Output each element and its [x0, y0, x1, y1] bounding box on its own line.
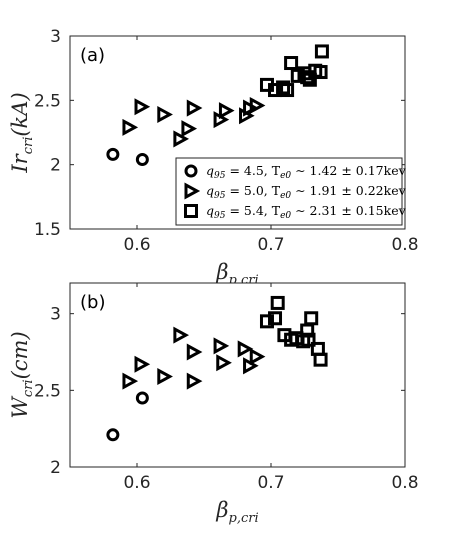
data-point-triangle-right: [134, 98, 151, 116]
series-square: [259, 44, 329, 98]
data-point-square: [280, 83, 295, 98]
x-axis-label: βp,cri: [215, 498, 258, 526]
series-circle: [106, 147, 149, 167]
x-tick-label: 0.7: [257, 473, 284, 493]
data-point-square: [314, 44, 329, 59]
chart-panel-b: 0.6 0.7 0.8 2 2.5 3 (b) βp,cri Wcri(cm): [8, 282, 419, 526]
data-point-square: [313, 352, 328, 367]
series-circle: [106, 391, 149, 442]
data-point-circle: [106, 428, 120, 442]
data-point-square: [301, 332, 316, 347]
y-tick-label: 2: [50, 458, 61, 478]
data-point-triangle-right: [122, 118, 139, 136]
data-point-triangle-right: [237, 340, 254, 358]
data-point-triangle-right: [173, 130, 190, 148]
y-tick-label: 3: [50, 305, 61, 325]
data-point-triangle-right: [186, 372, 203, 390]
data-point-circle: [135, 391, 149, 405]
y-tick-label: 2: [50, 156, 61, 176]
legend-marker-square: [184, 204, 198, 218]
y-axis-label: Ircri(kA): [8, 92, 36, 173]
data-point-triangle-right: [181, 120, 198, 138]
y-tick-label: 3: [50, 27, 61, 47]
data-point-circle: [106, 147, 120, 161]
legend: q95 = 4.5, Te0 ∼ 1.42 ± 0.17kev q95 = 5.0…: [175, 157, 407, 226]
series-triangle-right: [122, 326, 266, 390]
x-tick-label: 0.8: [391, 473, 418, 493]
y-tick-label: 2.5: [34, 381, 61, 401]
data-point-triangle-right: [186, 343, 203, 361]
data-point-triangle-right: [249, 348, 266, 366]
data-point-triangle-right: [157, 368, 173, 386]
legend-entry: q95 = 4.5, Te0 ∼ 1.42 ± 0.17kev: [206, 163, 407, 181]
data-point-triangle-right: [134, 355, 151, 373]
series-square: [259, 295, 328, 367]
series-triangle-right: [122, 96, 266, 148]
data-point-triangle-right: [186, 99, 203, 117]
data-point-square: [304, 311, 319, 326]
data-point-circle: [135, 153, 149, 167]
data-point-square: [270, 295, 285, 310]
x-tick-label: 0.6: [123, 473, 150, 493]
data-point-triangle-right: [157, 105, 173, 124]
y-tick-label: 1.5: [34, 220, 61, 240]
data-point-triangle-right: [216, 354, 232, 372]
x-tick-label: 0.7: [257, 235, 284, 255]
data-point-square: [313, 65, 328, 80]
panel-label: (b): [80, 292, 105, 313]
legend-box: [175, 157, 403, 226]
x-tick-label: 0.6: [123, 235, 150, 255]
legend-marker-circle: [184, 164, 198, 178]
legend-marker-triangle-right: [184, 182, 201, 200]
legend-entry: q95 = 5.4, Te0 ∼ 2.31 ± 0.15kev: [206, 203, 407, 221]
data-point-square: [284, 56, 299, 71]
y-axis-label: Wcri(cm): [8, 331, 36, 418]
data-point-square: [268, 311, 283, 326]
x-tick-label: 0.8: [391, 235, 418, 255]
data-point-square: [259, 314, 274, 329]
data-point-triangle-right: [249, 96, 266, 115]
panel-label: (a): [80, 45, 105, 66]
data-point-triangle-right: [213, 337, 230, 355]
data-point-triangle-right: [122, 372, 139, 390]
y-tick-label: 2.5: [34, 91, 61, 111]
data-point-triangle-right: [218, 102, 235, 120]
plot-frame: [69, 282, 406, 468]
data-point-triangle-right: [173, 326, 190, 344]
legend-entry: q95 = 5.0, Te0 ∼ 1.91 ± 0.22kev: [206, 183, 407, 201]
